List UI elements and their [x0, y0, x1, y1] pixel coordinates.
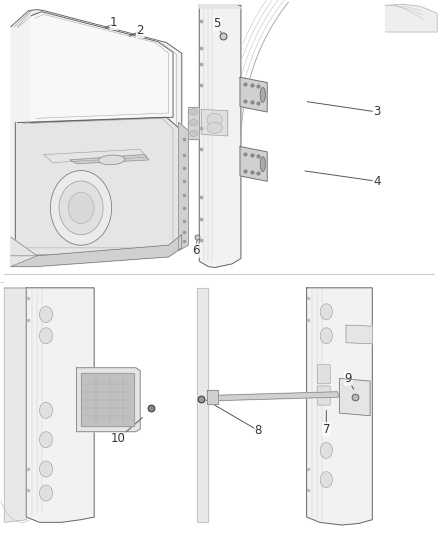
Ellipse shape	[39, 461, 53, 477]
Ellipse shape	[39, 306, 53, 322]
Polygon shape	[199, 5, 241, 8]
Polygon shape	[31, 12, 173, 123]
Circle shape	[68, 192, 94, 223]
Ellipse shape	[190, 109, 198, 115]
Ellipse shape	[39, 432, 53, 448]
Polygon shape	[4, 288, 26, 522]
Polygon shape	[81, 373, 134, 426]
Polygon shape	[197, 288, 208, 522]
Text: 9: 9	[344, 372, 352, 385]
Polygon shape	[179, 123, 188, 251]
Ellipse shape	[320, 442, 332, 458]
Polygon shape	[11, 10, 182, 256]
Polygon shape	[11, 235, 182, 266]
Ellipse shape	[207, 114, 222, 127]
Circle shape	[50, 171, 112, 245]
Polygon shape	[207, 390, 218, 404]
Ellipse shape	[190, 119, 198, 126]
Ellipse shape	[320, 472, 332, 488]
Text: 5: 5	[214, 18, 221, 30]
Polygon shape	[199, 5, 241, 268]
Ellipse shape	[320, 304, 332, 320]
Polygon shape	[15, 117, 179, 256]
Polygon shape	[346, 325, 372, 344]
Ellipse shape	[39, 328, 53, 344]
Text: 2: 2	[136, 25, 144, 37]
Ellipse shape	[39, 402, 53, 418]
Polygon shape	[339, 378, 370, 416]
Polygon shape	[11, 237, 37, 266]
Text: 6: 6	[192, 244, 200, 257]
Polygon shape	[201, 109, 228, 136]
Text: 3: 3	[373, 106, 380, 118]
Polygon shape	[210, 392, 339, 401]
Ellipse shape	[39, 485, 53, 501]
Text: 4: 4	[373, 175, 381, 188]
Text: 1: 1	[110, 17, 118, 29]
Text: 7: 7	[322, 423, 330, 435]
FancyBboxPatch shape	[318, 386, 330, 405]
FancyBboxPatch shape	[318, 365, 330, 384]
Polygon shape	[26, 288, 94, 522]
Ellipse shape	[207, 123, 222, 133]
Circle shape	[59, 181, 103, 235]
Polygon shape	[240, 77, 267, 112]
Polygon shape	[240, 147, 267, 181]
Polygon shape	[77, 368, 140, 432]
Ellipse shape	[260, 87, 265, 102]
Polygon shape	[307, 288, 372, 525]
Ellipse shape	[320, 328, 332, 344]
Ellipse shape	[99, 155, 125, 165]
Text: 8: 8	[255, 424, 262, 437]
Polygon shape	[70, 155, 149, 164]
Polygon shape	[385, 4, 437, 32]
Ellipse shape	[190, 130, 198, 136]
Text: 10: 10	[111, 432, 126, 445]
Polygon shape	[188, 107, 199, 139]
Ellipse shape	[260, 157, 265, 172]
